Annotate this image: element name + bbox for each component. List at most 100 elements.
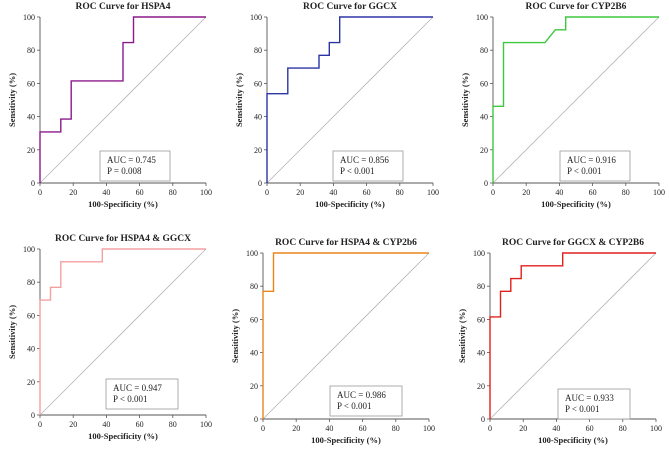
reference-diagonal <box>39 248 207 416</box>
x-tick-label: 100 <box>200 188 212 197</box>
x-tick-label: 0 <box>491 188 495 197</box>
p-value: P < 0.001 <box>113 394 148 404</box>
roc-curve <box>39 248 206 415</box>
y-tick-label: 80 <box>254 46 262 55</box>
y-tick-label: 100 <box>250 13 262 22</box>
roc-curve <box>489 252 656 419</box>
y-tick-label: 0 <box>481 415 485 424</box>
x-axis-label: 100-Specificity (%) <box>88 431 158 441</box>
x-tick-label: 40 <box>555 188 563 197</box>
y-tick-label: 20 <box>27 378 35 387</box>
x-tick-label: 100 <box>650 424 662 433</box>
y-tick-label: 100 <box>473 249 485 258</box>
y-tick-label: 100 <box>246 249 258 258</box>
auc-value: AUC = 0.933 <box>565 393 614 403</box>
y-tick-label: 100 <box>23 245 35 254</box>
y-tick-label: 40 <box>477 349 485 358</box>
chart-title: ROC Curve for HSPA4 & CYP2b6 <box>275 238 417 248</box>
y-tick-label: 80 <box>27 46 35 55</box>
x-tick-label: 100 <box>423 424 435 433</box>
reference-diagonal <box>489 252 657 420</box>
x-axis-label: 100-Specificity (%) <box>88 199 158 209</box>
x-tick-label: 0 <box>38 188 42 197</box>
x-tick-label: 60 <box>136 188 144 197</box>
p-value: P < 0.001 <box>340 166 375 176</box>
auc-value: AUC = 0.986 <box>337 390 386 400</box>
roc-panel-2: ROC Curve for GGCX 0 20 40 60 80 100 0 20 40 60 80 1… <box>234 2 439 209</box>
reference-diagonal <box>492 16 660 184</box>
x-tick-label: 0 <box>38 420 42 429</box>
y-tick-label: 0 <box>254 415 258 424</box>
y-tick-label: 0 <box>31 411 35 420</box>
y-tick-label: 20 <box>477 382 485 391</box>
roc-panel-1: ROC Curve for HSPA4 0 20 40 60 80 100 0 20 40 60 80… <box>7 2 212 209</box>
chart-title: ROC Curve for HSPA4 & GGCX <box>55 234 191 244</box>
y-tick-label: 80 <box>250 282 258 291</box>
p-value: P < 0.001 <box>565 404 600 414</box>
y-tick-label: 20 <box>250 382 258 391</box>
x-tick-label: 20 <box>522 188 530 197</box>
auc-annotation-box <box>329 385 403 417</box>
y-tick-label: 40 <box>254 113 262 122</box>
x-tick-label: 80 <box>396 188 404 197</box>
x-tick-label: 80 <box>622 188 630 197</box>
auc-annotation-box <box>105 378 179 410</box>
x-tick-label: 40 <box>329 188 337 197</box>
x-tick-label: 0 <box>265 188 269 197</box>
y-tick-label: 20 <box>254 146 262 155</box>
x-tick-label: 60 <box>589 188 597 197</box>
x-tick-label: 60 <box>586 424 594 433</box>
y-axis-label: Sensitivity (%) <box>230 309 240 363</box>
x-tick-label: 20 <box>69 188 77 197</box>
auc-value: AUC = 0.947 <box>113 383 162 393</box>
x-tick-label: 20 <box>519 424 527 433</box>
y-axis-label: Sensitivity (%) <box>234 73 244 127</box>
y-tick-label: 80 <box>477 282 485 291</box>
x-tick-label: 40 <box>325 424 333 433</box>
x-axis-label: 100-Specificity (%) <box>311 435 381 445</box>
x-tick-label: 80 <box>392 424 400 433</box>
x-tick-label: 60 <box>359 424 367 433</box>
y-tick-label: 0 <box>258 179 262 188</box>
roc-curve <box>492 16 659 183</box>
roc-curve <box>266 16 433 183</box>
x-tick-label: 80 <box>169 188 177 197</box>
y-tick-label: 20 <box>480 146 488 155</box>
x-tick-label: 100 <box>653 188 665 197</box>
x-tick-label: 80 <box>169 420 177 429</box>
y-tick-label: 60 <box>27 311 35 320</box>
x-axis-label: 100-Specificity (%) <box>538 435 608 445</box>
y-tick-label: 20 <box>27 146 35 155</box>
x-tick-label: 100 <box>427 188 439 197</box>
roc-curve <box>39 16 206 183</box>
y-tick-label: 60 <box>27 79 35 88</box>
reference-diagonal <box>262 252 430 420</box>
roc-panel-6: ROC Curve for GGCX & CYP2B6 0 20 40 60 80 100 0… <box>457 238 662 445</box>
y-tick-label: 60 <box>477 315 485 324</box>
x-tick-label: 60 <box>363 188 371 197</box>
x-tick-label: 100 <box>200 420 212 429</box>
p-value: P = 0.008 <box>107 166 142 176</box>
chart-title: ROC Curve for CYP2B6 <box>526 2 627 12</box>
x-tick-label: 40 <box>102 420 110 429</box>
chart-title: ROC Curve for GGCX <box>303 2 397 12</box>
y-tick-label: 40 <box>27 345 35 354</box>
auc-annotation-box <box>557 388 631 420</box>
x-tick-label: 0 <box>488 424 492 433</box>
auc-value: AUC = 0.856 <box>340 155 389 165</box>
x-tick-label: 20 <box>296 188 304 197</box>
y-tick-label: 60 <box>250 315 258 324</box>
y-tick-label: 40 <box>480 113 488 122</box>
x-axis-label: 100-Specificity (%) <box>541 199 611 209</box>
auc-value: AUC = 0.745 <box>107 155 156 165</box>
x-tick-label: 40 <box>102 188 110 197</box>
x-tick-label: 80 <box>619 424 627 433</box>
y-axis-label: Sensitivity (%) <box>7 73 17 127</box>
y-tick-label: 80 <box>27 278 35 287</box>
y-tick-label: 60 <box>480 79 488 88</box>
auc-annotation-box <box>99 150 171 182</box>
y-tick-label: 0 <box>484 179 488 188</box>
x-tick-label: 20 <box>292 424 300 433</box>
x-tick-label: 0 <box>261 424 265 433</box>
